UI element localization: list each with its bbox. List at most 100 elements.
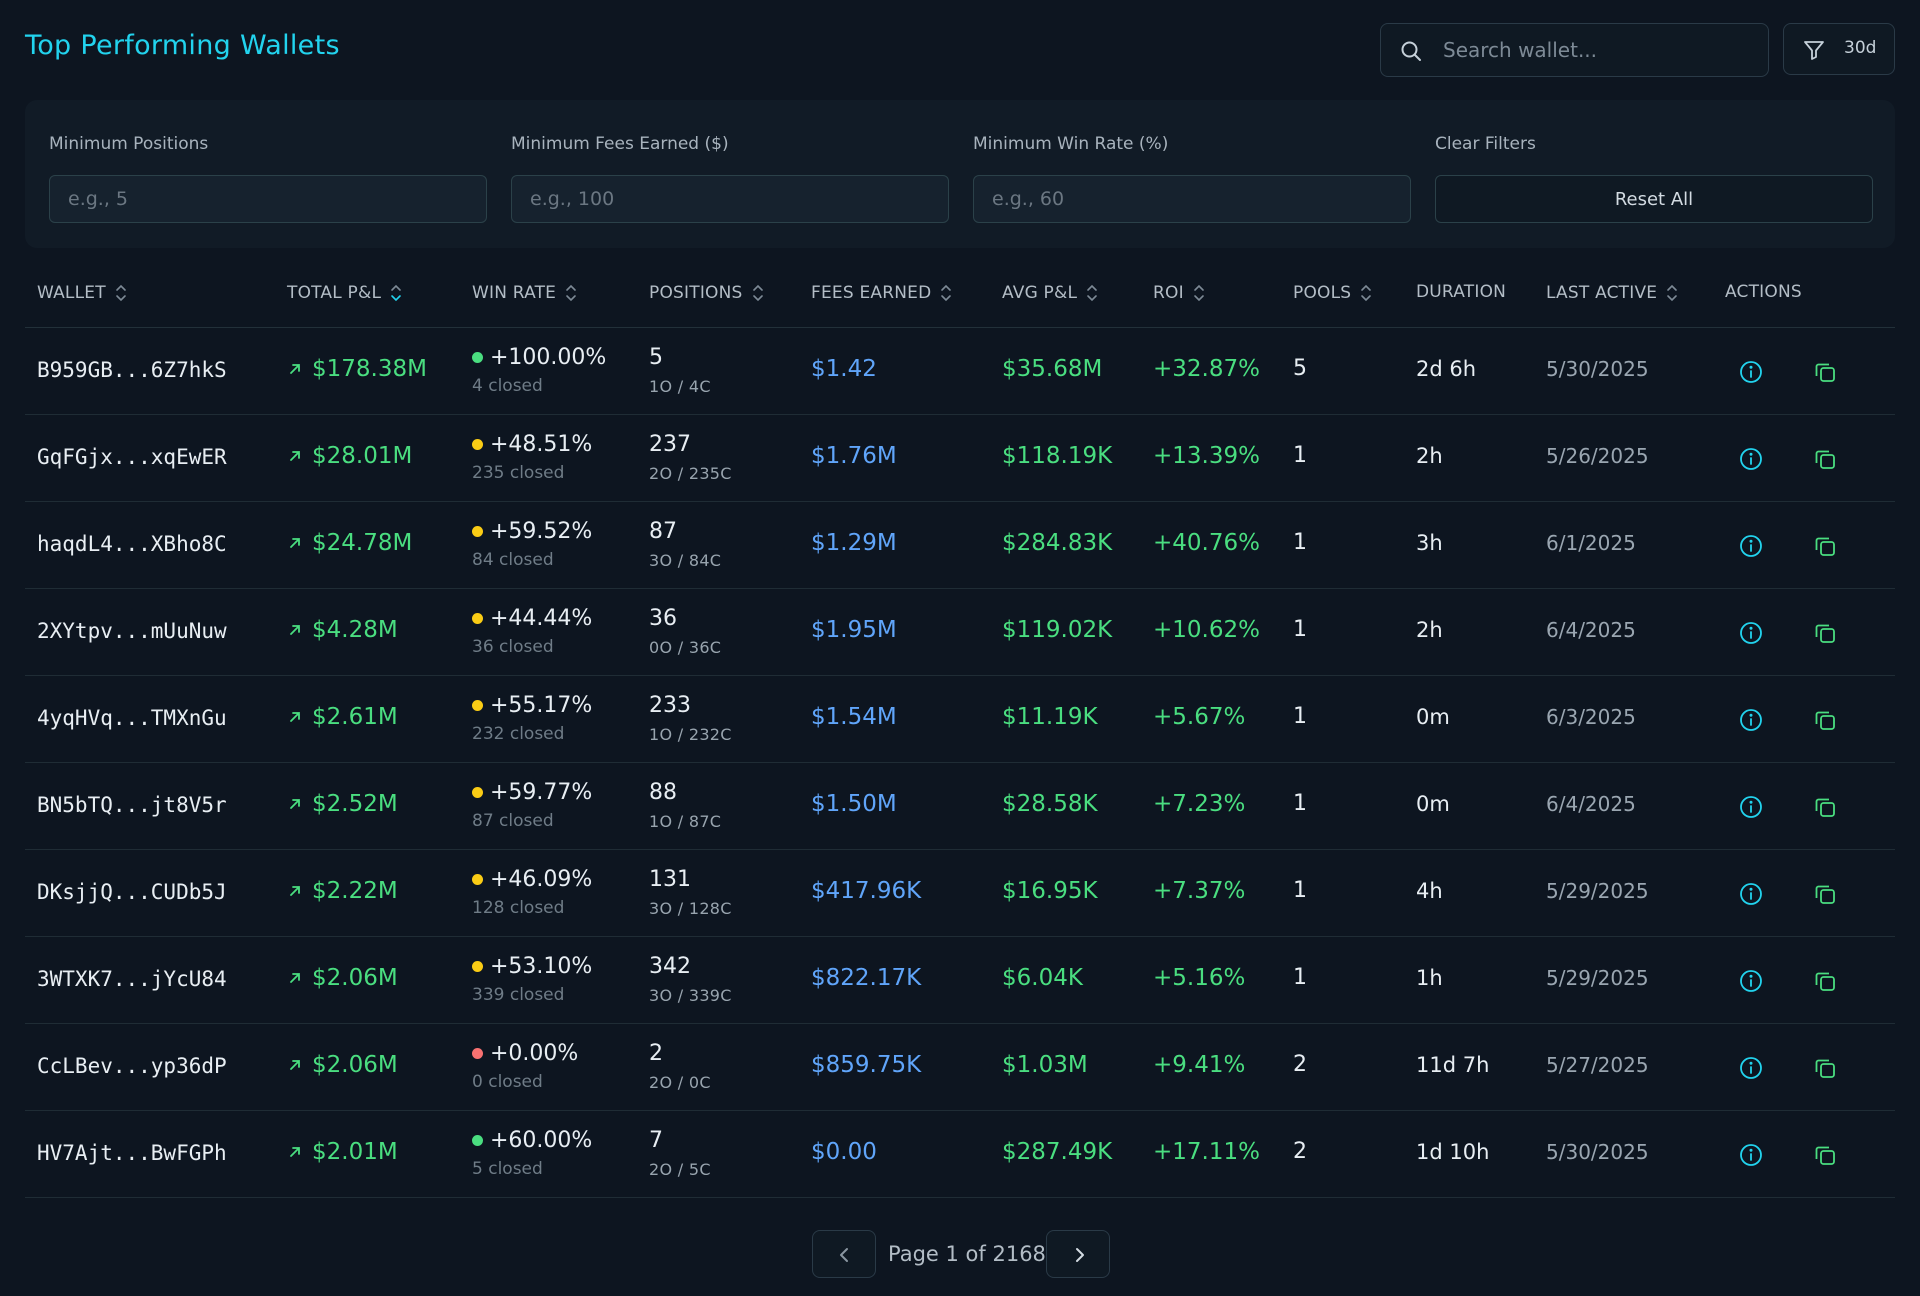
filter-panel: Minimum Positions Minimum Fees Earned ($… — [25, 100, 1895, 248]
fees-earned: $859.75K — [811, 1052, 922, 1078]
trend-up-icon — [290, 973, 300, 983]
column-label: TOTAL P&L — [287, 283, 382, 303]
info-icon[interactable] — [1738, 446, 1764, 472]
positions-detail: 1O / 232C — [649, 725, 732, 744]
avg-pnl: $6.04K — [1002, 965, 1083, 991]
table-row[interactable]: haqdL4...XBho8C $24.78M +59.52% 84 closed 87… — [25, 502, 1895, 589]
wallet-address[interactable]: CcLBev...yp36dP — [37, 1054, 227, 1078]
closed-count: 36 closed — [472, 637, 554, 657]
filter-period-button[interactable]: 30d — [1783, 23, 1895, 75]
copy-icon[interactable] — [1812, 1142, 1838, 1168]
column-header-pools[interactable]: POOLS — [1293, 282, 1373, 304]
wallet-address[interactable]: haqdL4...XBho8C — [37, 532, 227, 556]
wallet-address[interactable]: B959GB...6Z7hkS — [37, 358, 227, 382]
min-winrate-input[interactable] — [973, 175, 1411, 223]
chevron-left-icon — [840, 1248, 848, 1262]
wallet-address[interactable]: HV7Ajt...BwFGPh — [37, 1141, 227, 1165]
fees-earned: $1.42 — [811, 356, 877, 382]
info-icon[interactable] — [1738, 794, 1764, 820]
sort-desc-icon — [391, 284, 401, 302]
copy-icon[interactable] — [1812, 359, 1838, 385]
roi: +9.41% — [1153, 1052, 1246, 1078]
positions-count: 342 — [649, 954, 691, 979]
copy-icon[interactable] — [1812, 707, 1838, 733]
wallet-address[interactable]: GqFGjx...xqEwER — [37, 445, 227, 469]
closed-count: 87 closed — [472, 811, 554, 831]
wallet-address[interactable]: 3WTXK7...jYcU84 — [37, 967, 227, 991]
positions-count: 5 — [649, 345, 663, 370]
wallet-address[interactable]: BN5bTQ...jt8V5r — [37, 793, 227, 817]
win-rate-value: +48.51% — [490, 432, 593, 457]
pools-count: 1 — [1293, 530, 1307, 555]
positions: 2 2O / 0C — [649, 1041, 711, 1092]
table-row[interactable]: 3WTXK7...jYcU84 $2.06M +53.10% 339 closed 34… — [25, 937, 1895, 1024]
pools-count: 1 — [1293, 878, 1307, 903]
table-row[interactable]: CcLBev...yp36dP $2.06M +0.00% 0 closed 2 2O /… — [25, 1024, 1895, 1111]
copy-icon[interactable] — [1812, 794, 1838, 820]
copy-icon[interactable] — [1812, 620, 1838, 646]
column-header-last-active[interactable]: LAST ACTIVE — [1546, 282, 1679, 304]
search-box[interactable] — [1380, 23, 1769, 77]
reset-all-button[interactable]: Reset All — [1435, 175, 1873, 223]
total-pnl-value: $4.28M — [312, 617, 398, 643]
table-row[interactable]: 4yqHVq...TMXnGu $2.61M +55.17% 232 closed 23… — [25, 676, 1895, 763]
wallet-address[interactable]: 2XYtpv...mUuNuw — [37, 619, 227, 643]
win-rate-value: +53.10% — [490, 954, 593, 979]
wallets-table: WALLET TOTAL P&L WIN RATE POSITIONS FEES… — [25, 258, 1895, 1198]
copy-icon[interactable] — [1812, 881, 1838, 907]
table-row[interactable]: BN5bTQ...jt8V5r $2.52M +59.77% 87 closed 88 1… — [25, 763, 1895, 850]
wallet-address[interactable]: 4yqHVq...TMXnGu — [37, 706, 227, 730]
table-row[interactable]: B959GB...6Z7hkS $178.38M +100.00% 4 closed 5… — [25, 328, 1895, 415]
copy-icon[interactable] — [1812, 968, 1838, 994]
total-pnl-value: $2.52M — [312, 791, 398, 817]
win-rate: +100.00% 4 closed — [472, 345, 606, 396]
info-icon[interactable] — [1738, 968, 1764, 994]
page-title: Top Performing Wallets — [25, 30, 340, 61]
total-pnl-value: $2.06M — [312, 1052, 398, 1078]
info-icon[interactable] — [1738, 1055, 1764, 1081]
win-rate-status-dot — [472, 1135, 483, 1146]
duration: 2d 6h — [1416, 357, 1477, 381]
total-pnl-value: $28.01M — [312, 443, 413, 469]
table-row[interactable]: GqFGjx...xqEwER $28.01M +48.51% 235 closed 2… — [25, 415, 1895, 502]
positions-detail: 0O / 36C — [649, 638, 722, 657]
column-header-total-pnl[interactable]: TOTAL P&L — [287, 282, 403, 304]
copy-icon[interactable] — [1812, 446, 1838, 472]
column-header-fees-earned[interactable]: FEES EARNED — [811, 282, 953, 304]
column-header-roi[interactable]: ROI — [1153, 282, 1206, 304]
min-fees-input[interactable] — [511, 175, 949, 223]
fees-earned: $0.00 — [811, 1139, 877, 1165]
table-row[interactable]: 2XYtpv...mUuNuw $4.28M +44.44% 36 closed 36 0… — [25, 589, 1895, 676]
info-icon[interactable] — [1738, 533, 1764, 559]
fees-earned: $1.54M — [811, 704, 897, 730]
previous-page-button[interactable] — [812, 1230, 876, 1278]
column-header-actions: ACTIONS — [1725, 282, 1802, 302]
sort-icon — [1667, 284, 1678, 302]
win-rate: +53.10% 339 closed — [472, 954, 592, 1005]
column-header-wallet[interactable]: WALLET — [37, 282, 128, 304]
info-icon[interactable] — [1738, 1142, 1764, 1168]
column-header-avg-pnl[interactable]: AVG P&L — [1002, 282, 1099, 304]
copy-icon[interactable] — [1812, 1055, 1838, 1081]
table-row[interactable]: DKsjjQ...CUDb5J $2.22M +46.09% 128 closed 13… — [25, 850, 1895, 937]
positions-detail: 3O / 84C — [649, 551, 722, 570]
next-page-button[interactable] — [1046, 1230, 1110, 1278]
duration: 2h — [1416, 444, 1443, 468]
closed-count: 5 closed — [472, 1159, 543, 1179]
copy-icon[interactable] — [1812, 533, 1838, 559]
info-icon[interactable] — [1738, 620, 1764, 646]
column-header-win-rate[interactable]: WIN RATE — [472, 282, 578, 304]
trend-up-icon — [290, 625, 300, 635]
info-icon[interactable] — [1738, 359, 1764, 385]
positions: 233 1O / 232C — [649, 693, 732, 744]
sort-icon — [566, 284, 576, 302]
info-icon[interactable] — [1738, 707, 1764, 733]
filter-period-label: 30d — [1844, 38, 1877, 58]
column-header-positions[interactable]: POSITIONS — [649, 282, 765, 304]
table-row[interactable]: HV7Ajt...BwFGPh $2.01M +60.00% 5 closed 7 2O … — [25, 1111, 1895, 1198]
search-input[interactable] — [1443, 24, 1753, 76]
min-positions-input[interactable] — [49, 175, 487, 223]
info-icon[interactable] — [1738, 881, 1764, 907]
wallet-address[interactable]: DKsjjQ...CUDb5J — [37, 880, 227, 904]
fees-earned: $417.96K — [811, 878, 922, 904]
